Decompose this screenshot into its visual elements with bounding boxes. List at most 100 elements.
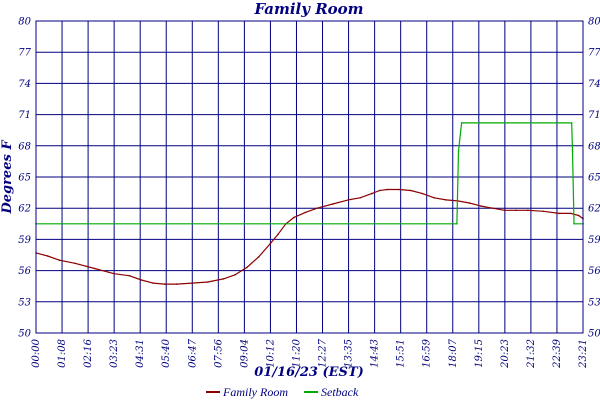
y-tick-labels: 50 50 53 53 56 56 59 59 62 62 65 65 68 68 71 71 74 74 77 77… <box>18 17 600 340</box>
data-point <box>421 192 424 195</box>
x-tick-label: 03:23 <box>109 339 120 368</box>
data-point <box>128 275 131 277</box>
x-tick-label: 01:08 <box>57 339 68 368</box>
y-tick-label-left: 68 <box>18 141 31 152</box>
x-tick-label: 02:16 <box>83 338 94 367</box>
data-point <box>445 199 447 201</box>
x-tick-label: 22:39 <box>552 338 563 368</box>
y-tick-label-left: 65 <box>18 173 31 184</box>
data-point <box>58 259 61 262</box>
y-tick-label-right: 62 <box>588 204 600 215</box>
data-point <box>316 207 318 209</box>
x-tick-label: 16:59 <box>422 338 433 367</box>
x-tick-label: 18:07 <box>448 338 459 367</box>
series-group <box>35 122 584 285</box>
data-point <box>386 188 389 191</box>
x-tick-label: 23:21 <box>578 339 589 369</box>
y-tick-label-right: 80 <box>588 17 600 28</box>
data-point <box>410 189 412 192</box>
y-tick-label-left: 53 <box>18 297 31 308</box>
y-tick-label-left: 74 <box>18 79 31 90</box>
y-tick-label-right: 77 <box>588 48 600 59</box>
data-point <box>191 282 193 284</box>
x-tick-label: 14:43 <box>370 339 381 368</box>
data-point <box>542 210 545 213</box>
data-point <box>269 242 272 245</box>
y-tick-label-left: 71 <box>18 110 31 121</box>
y-tick-label-left: 59 <box>18 235 31 246</box>
data-point <box>433 197 436 199</box>
x-axis-title: 01/16/23 (EST) <box>254 365 364 380</box>
data-point <box>222 278 225 280</box>
x-tick-labels: 00:00 01:08 02:16 03:23 04:31 05:40 06:47 07:56… <box>31 338 589 368</box>
y-tick-label-right: 59 <box>588 235 600 246</box>
x-tick-label: 21:32 <box>526 339 537 369</box>
data-point <box>460 122 463 124</box>
y-tick-label-right: 50 <box>588 329 600 340</box>
data-point <box>277 233 279 235</box>
y-tick-label-left: 50 <box>18 329 31 340</box>
data-point <box>558 212 560 215</box>
data-point <box>113 272 115 275</box>
y-tick-label-left: 80 <box>18 17 31 28</box>
data-point <box>577 214 580 217</box>
data-point <box>74 262 76 265</box>
data-point <box>234 274 236 276</box>
data-point <box>304 211 307 214</box>
data-point <box>246 266 248 269</box>
y-tick-label-left: 62 <box>18 204 31 215</box>
data-point <box>152 282 154 284</box>
x-tick-label: 06:47 <box>187 338 198 367</box>
data-point <box>571 150 574 152</box>
x-tick-label: 04:31 <box>135 339 146 368</box>
data-point <box>46 255 49 257</box>
y-tick-label-right: 65 <box>588 173 600 184</box>
data-point <box>359 197 361 199</box>
y-tick-label-right: 53 <box>588 297 600 308</box>
plot-frame <box>35 20 584 334</box>
data-point <box>378 189 381 192</box>
y-tick-label-right: 74 <box>588 79 600 90</box>
data-point <box>175 283 178 285</box>
data-point <box>515 209 517 212</box>
series-family-room-line <box>35 188 584 285</box>
x-tick-label: 15:51 <box>396 339 407 368</box>
data-point <box>164 283 166 285</box>
x-tick-label: 07:56 <box>213 338 224 367</box>
x-tick-label: 05:40 <box>161 338 172 367</box>
data-point <box>456 223 458 225</box>
data-point <box>398 188 400 191</box>
x-tick-label: 12:27 <box>318 338 329 367</box>
chart-title: Family Room <box>253 0 363 18</box>
data-point <box>570 212 572 215</box>
data-point <box>292 216 295 219</box>
legend-label-family-room: Family Room <box>222 385 288 399</box>
y-tick-label-right: 56 <box>588 266 600 277</box>
x-tick-label: 10:12 <box>265 339 276 368</box>
series-setback-line <box>36 122 583 225</box>
data-point <box>207 281 209 283</box>
data-point <box>257 256 260 258</box>
x-tick-label: 20:23 <box>500 339 511 369</box>
data-point <box>371 192 373 195</box>
x-tick-label: 00:00 <box>31 338 42 367</box>
data-point <box>573 223 575 225</box>
x-tick-label: 13:35 <box>344 339 355 368</box>
data-point <box>570 122 573 124</box>
x-tick-label: 11:20 <box>291 338 302 367</box>
x-tick-label: 19:15 <box>474 339 485 368</box>
y-axis-title: Degrees F <box>0 140 15 215</box>
data-point <box>457 150 460 152</box>
data-point <box>503 209 506 212</box>
data-point <box>347 199 350 201</box>
data-point <box>492 207 494 209</box>
y-tick-label-left: 56 <box>18 266 31 277</box>
y-tick-label-left: 77 <box>18 48 31 59</box>
legend-label-setback: Setback <box>321 385 359 399</box>
legend: Family Room Setback <box>206 385 359 399</box>
y-tick-label-right: 68 <box>588 141 600 152</box>
x-tick-label: 09:04 <box>239 339 250 368</box>
data-point <box>480 205 482 207</box>
data-point <box>331 203 334 205</box>
data-point <box>93 267 96 270</box>
